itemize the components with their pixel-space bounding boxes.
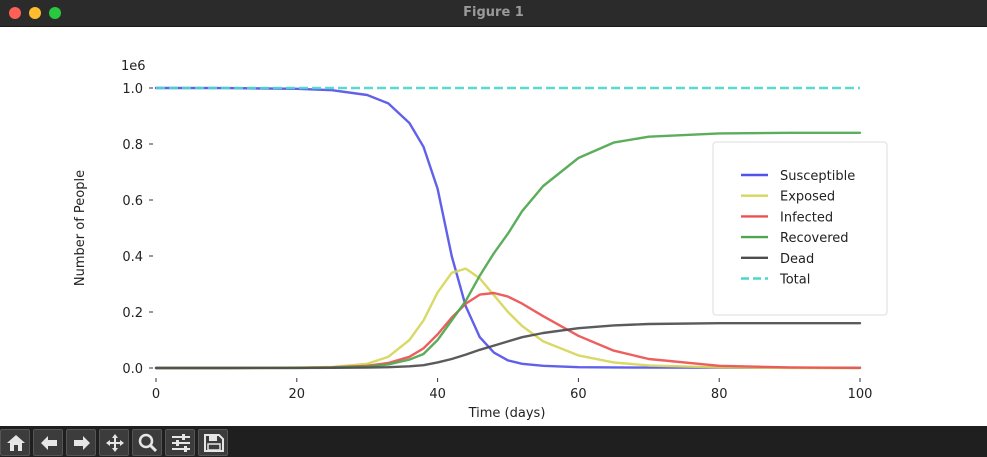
save-button[interactable] <box>198 429 228 456</box>
x-tick-label: 20 <box>289 387 306 402</box>
window-titlebar: Figure 1 <box>0 0 987 27</box>
axes: 0.0 0.2 0.4 0.6 0.8 1.0 0 20 40 60 80 100 1e6 Time (d… <box>73 59 872 421</box>
back-arrow-icon <box>41 436 57 450</box>
chart: 0.0 0.2 0.4 0.6 0.8 1.0 0 20 40 60 80 100 1e6 Time (d… <box>73 59 888 421</box>
x-axis-label: Time (days) <box>468 406 546 421</box>
configure-subplots-button[interactable] <box>165 429 195 456</box>
legend-box <box>712 141 888 316</box>
configure-subplots-icon <box>172 434 190 452</box>
maximize-window-button[interactable] <box>49 7 61 19</box>
series-line-dead <box>154 322 862 370</box>
y-tick-label: 0.2 <box>122 306 143 321</box>
legend-label-infected: Infected <box>780 210 833 225</box>
close-window-button[interactable] <box>9 7 21 19</box>
save-figure-icon <box>204 434 224 452</box>
legend: Susceptible Exposed Infected Recovered Dead T… <box>712 141 888 316</box>
legend-label-susceptible: Susceptible <box>780 169 855 184</box>
legend-label-dead: Dead <box>780 252 814 267</box>
window-title: Figure 1 <box>463 5 524 20</box>
zoom-button[interactable] <box>132 429 162 456</box>
legend-label-total: Total <box>779 273 810 288</box>
home-button[interactable] <box>0 429 30 456</box>
y-offset-label: 1e6 <box>121 59 146 74</box>
y-tick-label: 1.0 <box>122 82 143 97</box>
home-icon <box>7 435 25 451</box>
back-button[interactable] <box>33 429 63 456</box>
series-line-susceptible <box>154 86 862 369</box>
y-tick-label: 0.6 <box>122 194 143 209</box>
x-tick-label: 0 <box>152 387 160 402</box>
x-tick-label: 40 <box>429 387 446 402</box>
pan-button[interactable] <box>99 429 129 456</box>
y-axis-label: Number of People <box>73 170 88 286</box>
x-tick-label: 100 <box>848 387 873 402</box>
legend-label-exposed: Exposed <box>780 190 835 205</box>
forward-arrow-icon <box>74 436 90 450</box>
x-tick-label: 80 <box>711 387 728 402</box>
y-tick-label: 0.8 <box>122 138 143 153</box>
pan-move-icon <box>106 434 124 452</box>
y-tick-label: 0.0 <box>122 362 143 377</box>
minimize-window-button[interactable] <box>29 7 41 19</box>
figure-toolbar <box>0 426 987 457</box>
zoom-magnifier-icon <box>138 433 158 453</box>
y-tick-label: 0.4 <box>122 250 143 265</box>
legend-label-recovered: Recovered <box>780 231 849 246</box>
x-tick-label: 60 <box>570 387 587 402</box>
series-lines <box>154 86 862 370</box>
forward-button[interactable] <box>66 429 96 456</box>
